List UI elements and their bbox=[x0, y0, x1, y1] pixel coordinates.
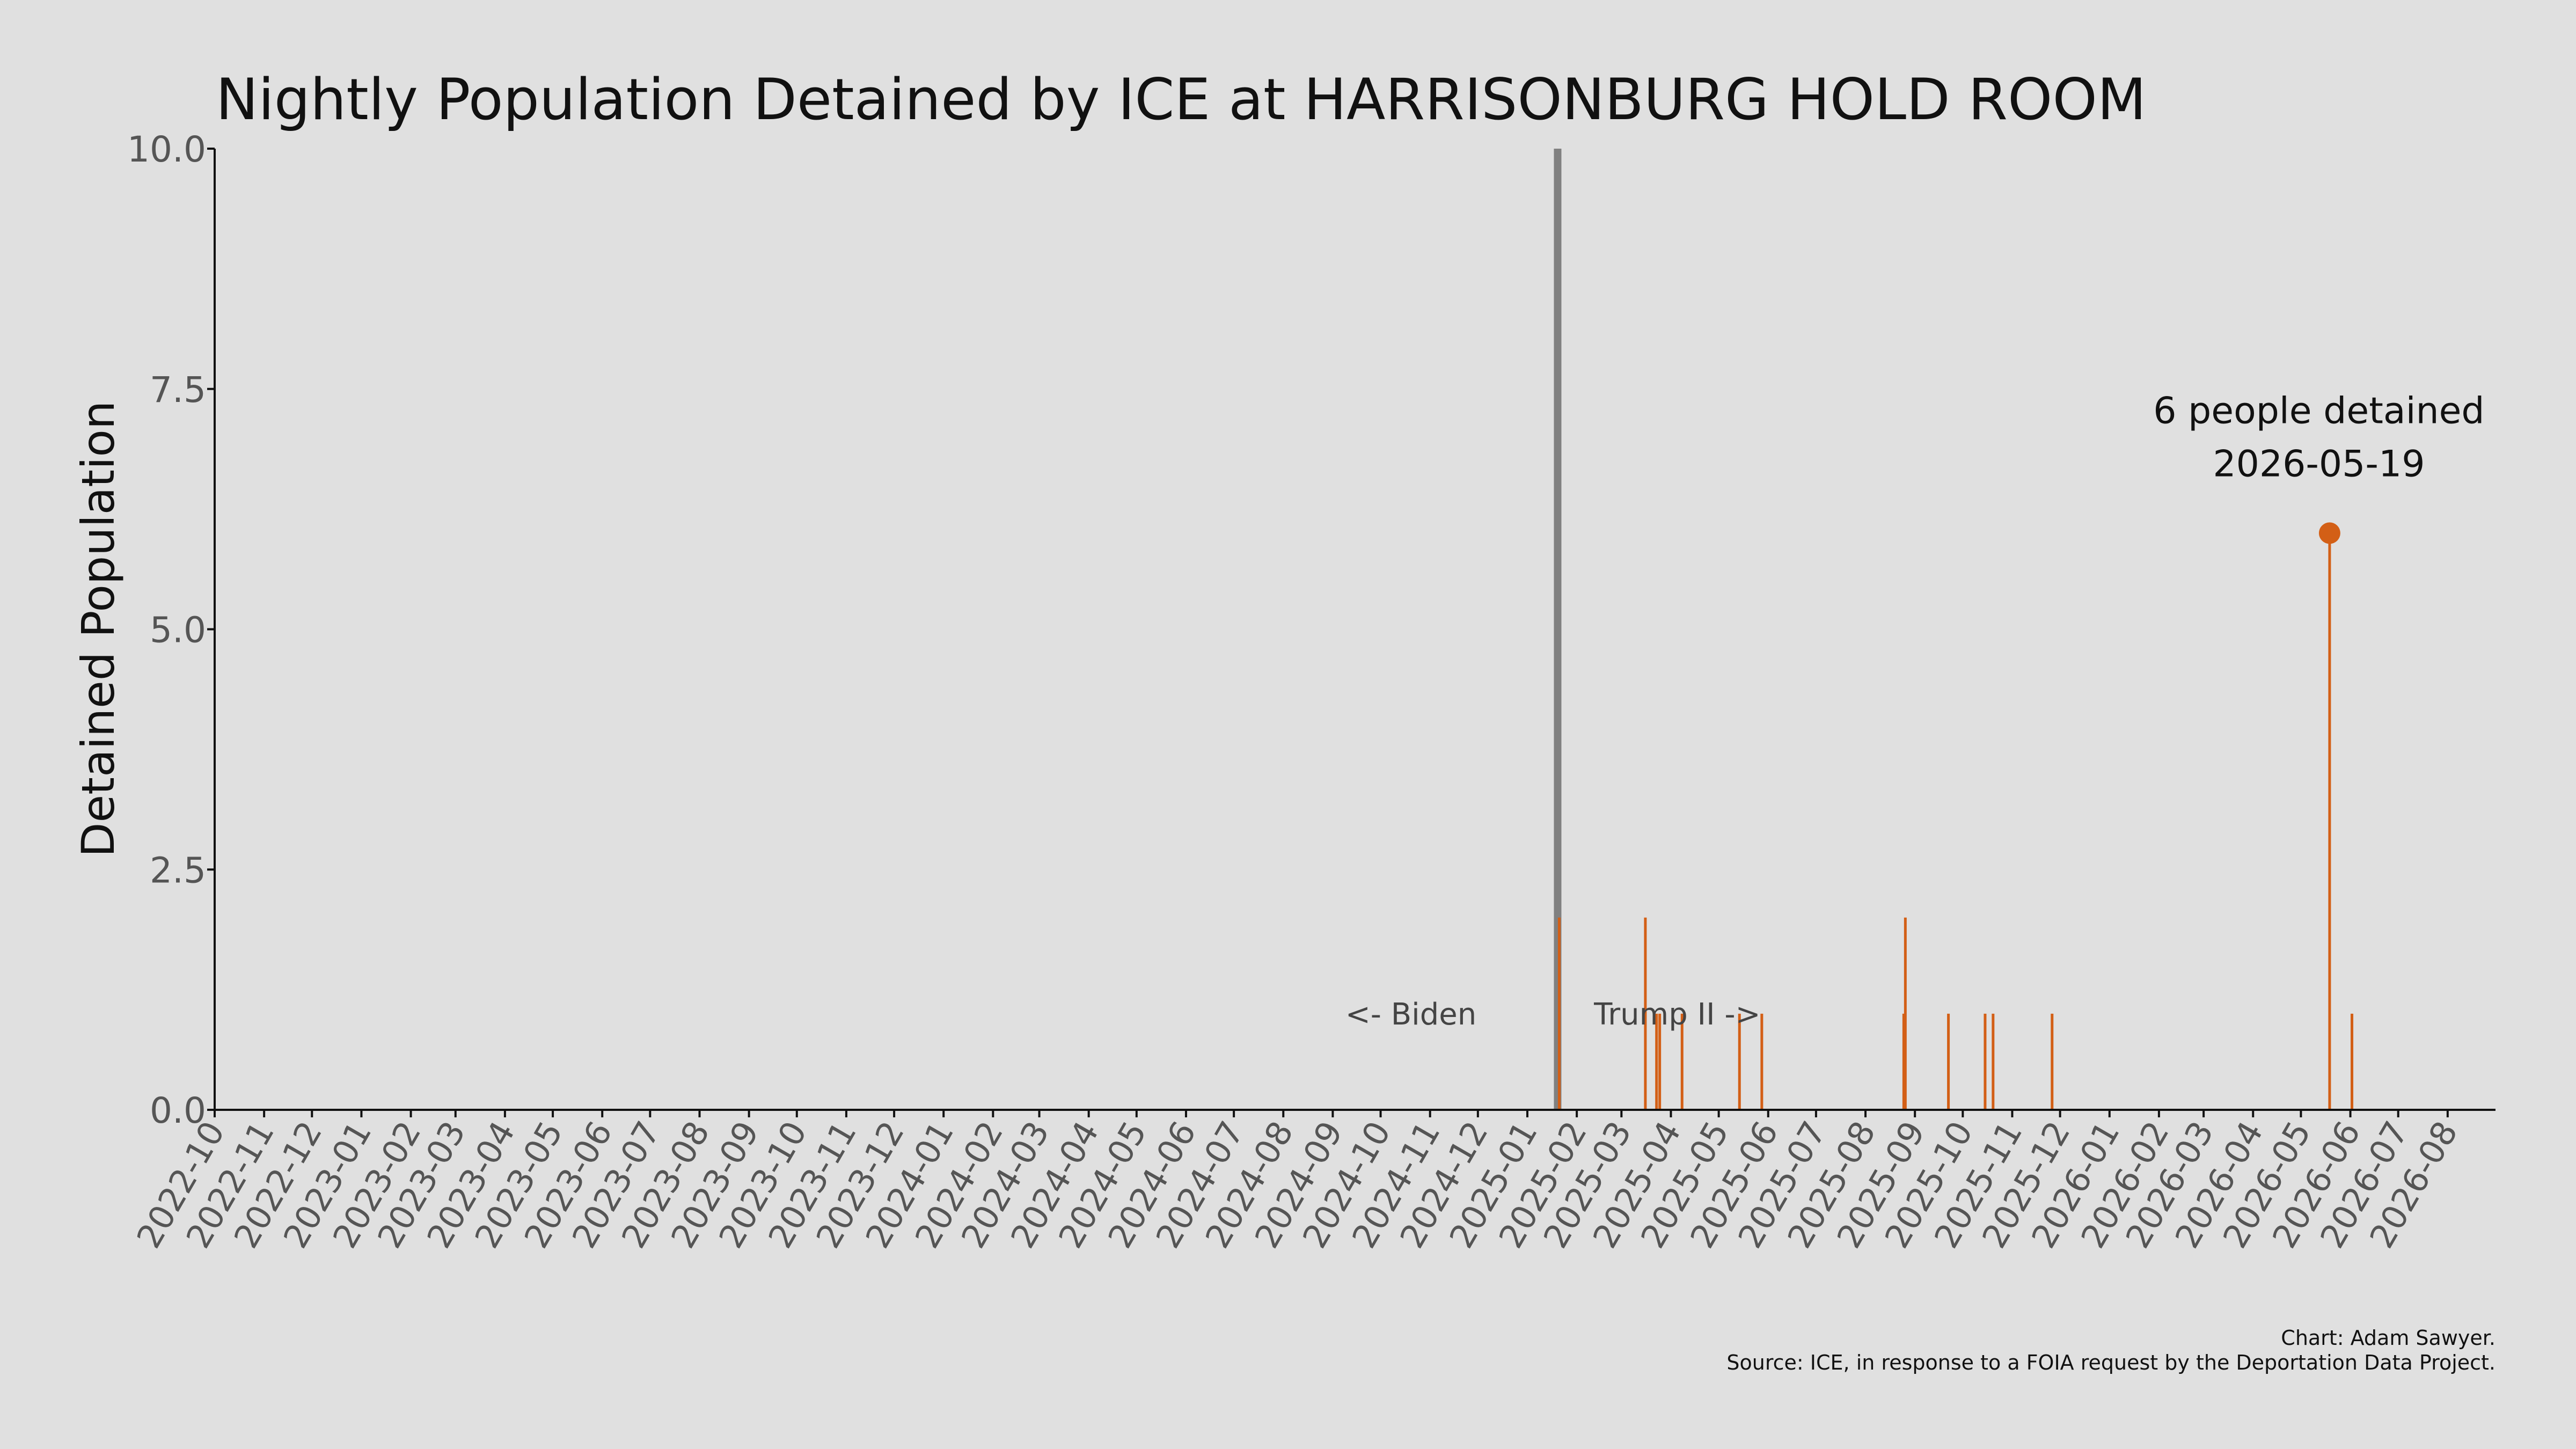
period-annotation: Trump II -> bbox=[1593, 997, 1760, 1032]
bars-group bbox=[1557, 533, 2354, 1110]
y-tick-label: 2.5 bbox=[150, 850, 206, 891]
chart-source: Source: ICE, in response to a FOIA reque… bbox=[1726, 1351, 2496, 1374]
highlight-point bbox=[2318, 522, 2340, 544]
y-tick-label: 5.0 bbox=[150, 610, 206, 651]
x-ticks-group: 2022-102022-112022-122023-012023-022023-… bbox=[129, 1110, 2465, 1255]
axes-group bbox=[214, 149, 2496, 1111]
y-axis-label: Detained Population bbox=[72, 401, 125, 857]
y-ticks-group: 0.0 2.5 5.0 7.5 10.0 bbox=[127, 129, 215, 1131]
annotations-group: <- Biden Trump II -> 6 people detained 2026… bbox=[1345, 390, 2485, 1032]
y-tick-label: 7.5 bbox=[150, 369, 206, 411]
y-tick-label: 0.0 bbox=[150, 1090, 206, 1131]
highlight-label: 6 people detained bbox=[2153, 390, 2484, 432]
chart-credit: Chart: Adam Sawyer. bbox=[2281, 1326, 2496, 1350]
chart-title: Nightly Population Detained by ICE at HA… bbox=[216, 67, 2146, 133]
y-tick-label: 10.0 bbox=[127, 129, 206, 170]
highlight-date: 2026-05-19 bbox=[2213, 443, 2425, 485]
period-annotation: <- Biden bbox=[1345, 997, 1476, 1032]
